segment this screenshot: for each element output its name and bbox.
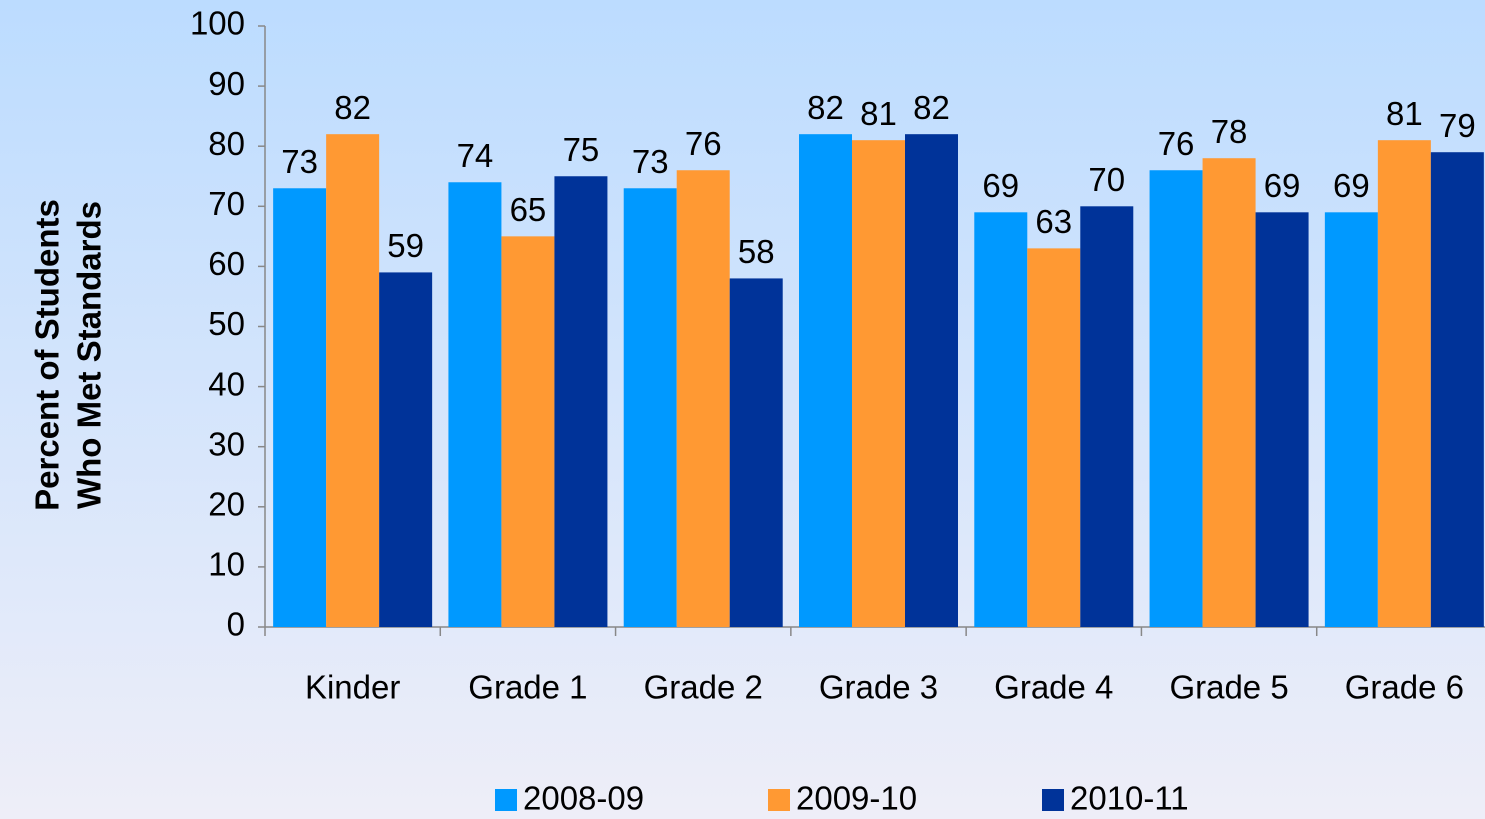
bar — [1324, 212, 1378, 627]
bar — [1149, 170, 1203, 628]
bar — [729, 278, 783, 627]
bar — [326, 134, 380, 627]
y-axis-title: Who Met Standards — [71, 201, 108, 509]
data-label: 79 — [1439, 107, 1476, 144]
bar — [1080, 206, 1134, 628]
bar — [676, 170, 730, 628]
data-label: 73 — [281, 143, 318, 180]
bar — [1202, 158, 1256, 627]
y-tick-label: 30 — [208, 425, 245, 462]
data-label: 78 — [1211, 113, 1248, 150]
data-label: 76 — [685, 125, 722, 162]
legend-label: 2010-11 — [1070, 780, 1189, 817]
bar — [1430, 152, 1484, 627]
y-tick-label: 70 — [208, 185, 245, 222]
y-tick-label: 60 — [208, 245, 245, 282]
data-label: 69 — [982, 167, 1019, 204]
y-axis-title: Percent of Students — [29, 199, 66, 511]
data-label: 58 — [738, 233, 775, 270]
bar — [799, 134, 852, 627]
x-tick-label: Grade 3 — [819, 669, 938, 706]
data-label: 82 — [334, 89, 371, 126]
legend-swatch — [768, 789, 790, 811]
x-tick-label: Kinder — [305, 669, 400, 706]
bar — [501, 236, 555, 627]
y-tick-label: 50 — [208, 305, 245, 342]
legend-label: 2009-10 — [796, 780, 917, 817]
legend-label: 2008-09 — [523, 780, 644, 817]
data-label: 81 — [860, 95, 897, 132]
x-tick-label: Grade 5 — [1169, 669, 1288, 706]
bar — [1027, 248, 1081, 627]
x-tick-label: Grade 6 — [1345, 669, 1464, 706]
bar — [1255, 212, 1309, 627]
data-label: 65 — [510, 191, 547, 228]
data-label: 69 — [1333, 167, 1370, 204]
data-label: 70 — [1088, 161, 1125, 198]
data-label: 73 — [632, 143, 669, 180]
bar — [379, 272, 433, 627]
bar — [852, 140, 905, 627]
x-tick-label: Grade 4 — [994, 669, 1113, 706]
bar — [554, 176, 608, 627]
data-label: 81 — [1386, 95, 1423, 132]
y-tick-label: 40 — [208, 365, 245, 402]
data-label: 75 — [563, 131, 600, 168]
bar — [273, 188, 327, 627]
y-tick-label: 20 — [208, 486, 245, 523]
x-tick-label: Grade 1 — [468, 669, 587, 706]
y-tick-label: 0 — [227, 606, 245, 643]
bar — [1377, 140, 1431, 627]
y-tick-label: 100 — [190, 5, 245, 42]
bar — [448, 182, 502, 627]
data-label: 63 — [1035, 203, 1072, 240]
legend-swatch — [1042, 789, 1064, 811]
bar — [623, 188, 677, 627]
data-label: 82 — [913, 89, 950, 126]
data-label: 69 — [1264, 167, 1301, 204]
data-label: 59 — [387, 227, 424, 264]
data-label: 82 — [807, 89, 844, 126]
legend-swatch — [495, 789, 517, 811]
bar — [974, 212, 1028, 627]
y-tick-label: 80 — [208, 125, 245, 162]
y-tick-label: 90 — [208, 65, 245, 102]
data-label: 74 — [457, 137, 494, 174]
x-tick-label: Grade 2 — [644, 669, 763, 706]
bar — [905, 134, 958, 627]
data-label: 76 — [1158, 125, 1195, 162]
y-tick-label: 10 — [208, 546, 245, 583]
